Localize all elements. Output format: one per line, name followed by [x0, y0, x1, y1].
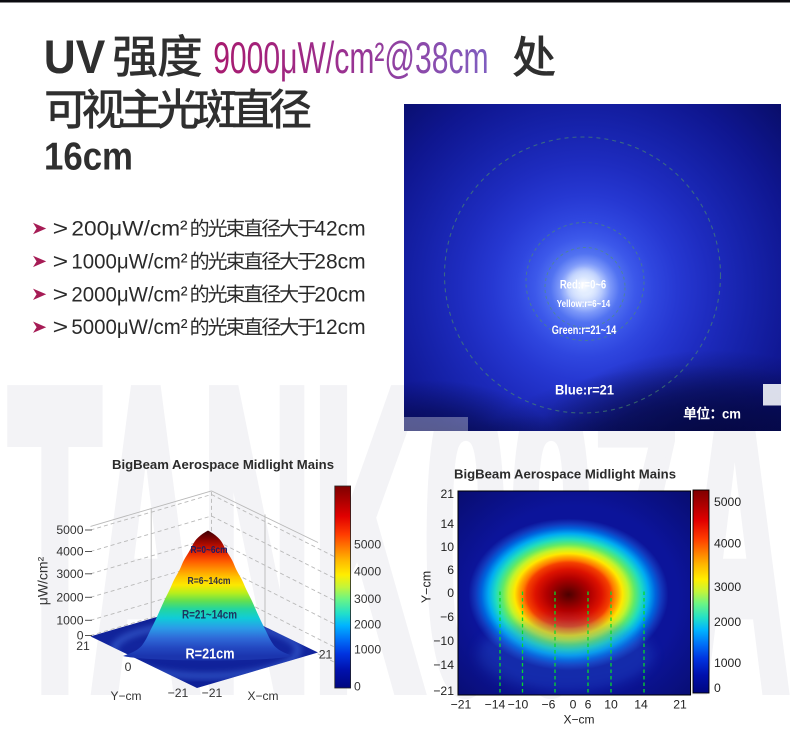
svg-text:Green:r=21~14: Green:r=21~14 [552, 325, 617, 337]
svg-text:−14: −14 [485, 698, 506, 712]
svg-text:1000: 1000 [56, 613, 83, 627]
svg-text:20cm: 20cm [314, 283, 365, 306]
svg-text:>: > [53, 250, 68, 273]
svg-text:4000: 4000 [354, 565, 381, 579]
svg-text:12cm: 12cm [314, 316, 365, 339]
svg-text:Y−cm: Y−cm [420, 571, 434, 603]
svg-text:1000: 1000 [354, 643, 381, 657]
svg-text:−10: −10 [433, 634, 454, 648]
svg-text:>: > [53, 283, 68, 306]
svg-text:16cm: 16cm [44, 136, 133, 179]
svg-text:X−cm: X−cm [247, 689, 278, 703]
svg-text:4000: 4000 [714, 537, 741, 551]
svg-text:21: 21 [673, 698, 687, 712]
svg-text:cm: cm [722, 406, 741, 422]
svg-text:21: 21 [319, 648, 333, 662]
svg-text:0: 0 [714, 681, 721, 695]
svg-text:>: > [53, 316, 68, 339]
svg-text:3000: 3000 [56, 567, 83, 581]
svg-text:R=0~6cm: R=0~6cm [191, 544, 228, 556]
svg-text:3000: 3000 [354, 592, 381, 606]
svg-text:UV: UV [44, 30, 106, 83]
svg-text:>: > [53, 218, 68, 241]
svg-text:5000: 5000 [354, 538, 381, 552]
svg-text:2000: 2000 [56, 590, 83, 604]
svg-text:6: 6 [585, 698, 592, 712]
svg-text:9000μW/cm²@38cm: 9000μW/cm²@38cm [213, 34, 488, 83]
svg-text:4000: 4000 [56, 545, 83, 559]
svg-text:10: 10 [440, 540, 454, 554]
svg-text:R=21~14cm: R=21~14cm [182, 608, 237, 622]
svg-text:−6: −6 [542, 698, 556, 712]
svg-text:14: 14 [634, 698, 648, 712]
svg-text:Red:r=0~6: Red:r=0~6 [560, 279, 606, 291]
svg-text:R=6~14cm: R=6~14cm [188, 575, 231, 587]
svg-text:0: 0 [447, 586, 454, 600]
svg-text:Yellow:r=6~14: Yellow:r=6~14 [557, 298, 611, 310]
svg-text:μW/cm²: μW/cm² [35, 556, 51, 605]
svg-text:BigBeam Aerospace Midlight Mai: BigBeam Aerospace Midlight Mains [454, 467, 676, 482]
svg-text:−21: −21 [433, 684, 454, 698]
svg-text:Y−cm: Y−cm [110, 689, 141, 703]
svg-text:42cm: 42cm [314, 218, 365, 241]
svg-text:−21: −21 [202, 686, 223, 700]
svg-text:−6: −6 [440, 610, 454, 624]
svg-text:2000: 2000 [354, 617, 381, 631]
svg-text:Blue:r=21: Blue:r=21 [555, 382, 614, 397]
svg-text:3000: 3000 [714, 580, 741, 594]
svg-text:2000μW/cm²: 2000μW/cm² [71, 283, 187, 306]
svg-text:1000: 1000 [714, 656, 741, 670]
svg-text:−21: −21 [168, 686, 189, 700]
svg-text:BigBeam Aerospace Midlight Mai: BigBeam Aerospace Midlight Mains [112, 457, 334, 472]
svg-text:R=21cm: R=21cm [186, 647, 235, 663]
svg-text:0: 0 [570, 698, 577, 712]
svg-text:0: 0 [354, 680, 361, 694]
svg-text:X−cm: X−cm [563, 713, 594, 727]
svg-text:−21: −21 [451, 698, 472, 712]
svg-text:1000μW/cm²: 1000μW/cm² [71, 250, 187, 273]
svg-text:21: 21 [440, 487, 454, 501]
svg-text:10: 10 [604, 698, 618, 712]
svg-text:2000: 2000 [714, 615, 741, 629]
svg-text:−14: −14 [433, 658, 454, 672]
svg-text:5000: 5000 [56, 523, 83, 537]
svg-text:28cm: 28cm [314, 250, 365, 273]
svg-text:200μW/cm²: 200μW/cm² [71, 218, 187, 241]
svg-text:5000: 5000 [714, 495, 741, 509]
svg-text:−10: −10 [508, 698, 529, 712]
svg-text:5000μW/cm²: 5000μW/cm² [71, 316, 187, 339]
svg-text:0: 0 [77, 629, 84, 643]
svg-text:21: 21 [76, 639, 90, 653]
svg-text:0: 0 [125, 660, 132, 674]
svg-text:6: 6 [447, 563, 454, 577]
svg-text:14: 14 [440, 517, 454, 531]
